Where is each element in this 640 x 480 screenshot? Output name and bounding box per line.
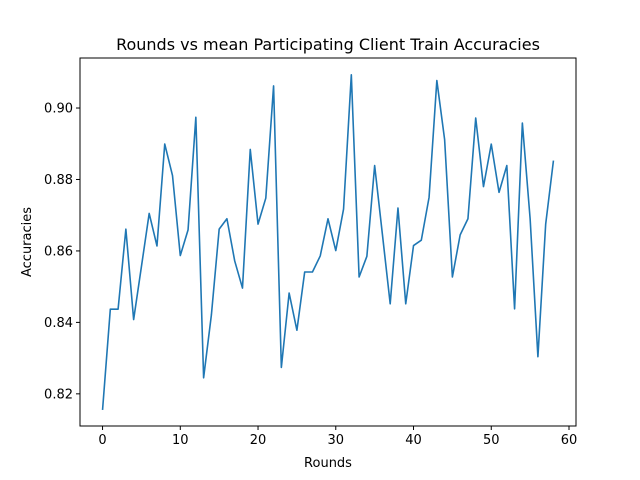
y-axis-label: Accuracies [20, 207, 35, 277]
data-point [405, 303, 406, 304]
data-point [397, 207, 398, 208]
data-point [289, 292, 290, 293]
data-point [164, 144, 165, 145]
data-point [219, 229, 220, 230]
data-point [257, 224, 258, 225]
x-tick-label: 50 [483, 433, 500, 448]
data-point [149, 213, 150, 214]
data-point [460, 234, 461, 235]
data-point [156, 245, 157, 246]
data-point [141, 266, 142, 267]
data-point [195, 117, 196, 118]
data-point [452, 276, 453, 277]
data-point [506, 165, 507, 166]
data-point [428, 197, 429, 198]
data-point [475, 117, 476, 118]
data-point [250, 149, 251, 150]
data-point [312, 271, 313, 272]
data-point [491, 144, 492, 145]
data-point [242, 287, 243, 288]
data-point [359, 276, 360, 277]
data-point [203, 377, 204, 378]
data-point [530, 218, 531, 219]
plot-lines [101, 73, 555, 410]
data-point [281, 367, 282, 368]
x-axis-label: Rounds [304, 456, 352, 471]
data-point [522, 122, 523, 123]
data-point [413, 245, 414, 246]
x-tick-label: 30 [328, 433, 345, 448]
data-point [421, 240, 422, 241]
data-point [545, 224, 546, 225]
series-line-0 [101, 73, 555, 410]
x-tick-label: 10 [172, 433, 189, 448]
data-point [211, 314, 212, 315]
data-point [110, 309, 111, 310]
x-tick-label: 0 [98, 433, 106, 448]
data-point [327, 218, 328, 219]
plot-frame [79, 57, 577, 427]
data-point [296, 330, 297, 331]
data-point [374, 165, 375, 166]
data-point [467, 218, 468, 219]
data-point [273, 85, 274, 86]
data-point [172, 175, 173, 176]
data-point [133, 319, 134, 320]
data-point [366, 256, 367, 257]
data-point [234, 260, 235, 261]
x-tick-label: 20 [250, 433, 267, 448]
data-point [320, 255, 321, 256]
data-point [537, 356, 538, 357]
y-tick-label: 0.90 [44, 102, 73, 117]
data-point [265, 197, 266, 198]
data-point [117, 309, 118, 310]
data-point [343, 209, 344, 210]
x-tick-label: 40 [405, 433, 422, 448]
x-tick-label: 60 [561, 433, 578, 448]
data-point [514, 308, 515, 309]
data-point [382, 234, 383, 235]
data-point [180, 255, 181, 256]
data-point [304, 271, 305, 272]
y-axis: 0.82 0.84 0.86 0.88 0.90 [44, 102, 80, 402]
data-point [102, 409, 103, 410]
x-axis: 0 10 20 30 40 50 60 [98, 426, 577, 448]
data-point [390, 303, 391, 304]
y-tick-label: 0.84 [44, 316, 73, 331]
data-point [444, 139, 445, 140]
data-point [335, 250, 336, 251]
data-point [226, 218, 227, 219]
data-point [483, 186, 484, 187]
chart-title: Rounds vs mean Participating Client Trai… [116, 35, 540, 54]
data-point [351, 74, 352, 75]
y-tick-label: 0.88 [44, 173, 73, 188]
data-point [187, 229, 188, 230]
data-point [436, 80, 437, 81]
y-tick-label: 0.86 [44, 244, 73, 259]
data-point [553, 160, 554, 161]
data-point [498, 192, 499, 193]
y-tick-label: 0.82 [44, 387, 73, 402]
data-point [125, 229, 126, 230]
